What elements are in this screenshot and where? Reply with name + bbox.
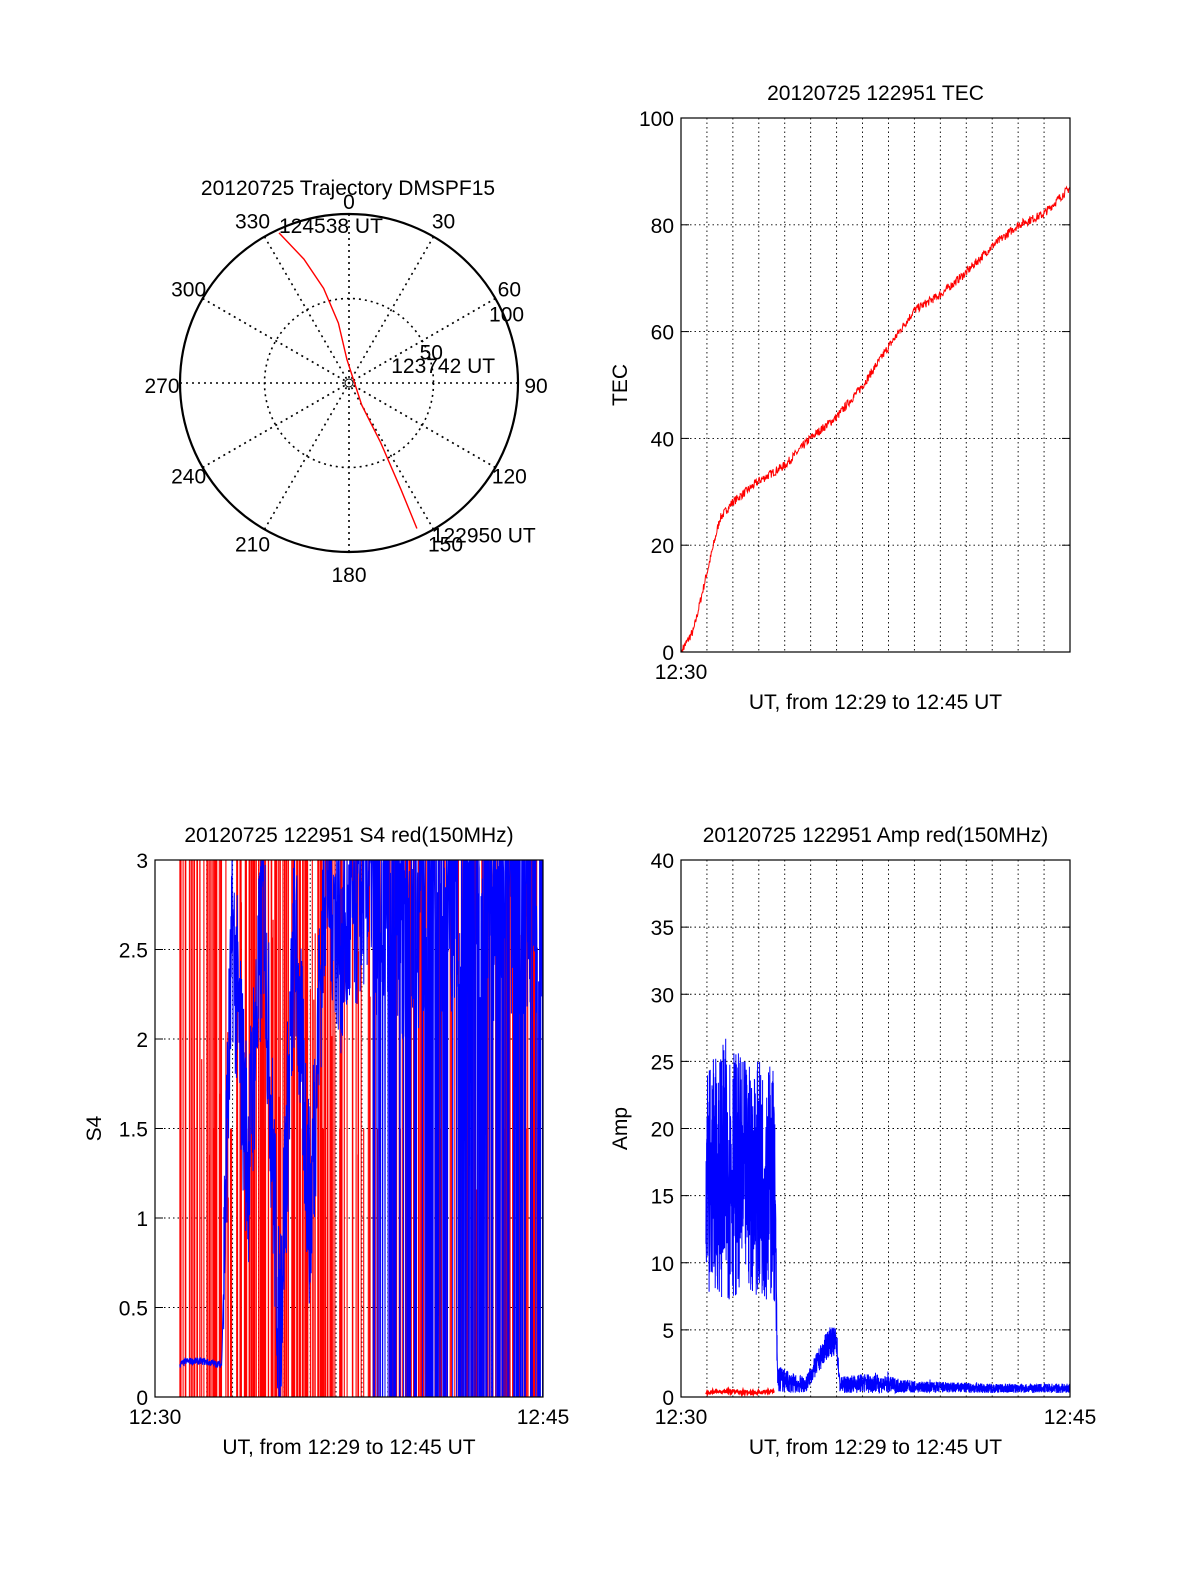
y-tick-label: 40	[651, 850, 674, 873]
x-tick-label: 12:45	[517, 1406, 570, 1429]
y-tick-label: 1.5	[119, 1119, 148, 1142]
trajectory-polar-chart: 20120725 Trajectory DMSPF15 0 30 60 90 120 15…	[144, 177, 547, 587]
s4-chart: 20120725 122951 S4 red(150MHz) 0 0.5 1 1.5 2 2…	[83, 824, 569, 1459]
y-tick-label: 35	[651, 917, 674, 940]
x-axis-label: UT, from 12:29 to 12:45 UT	[749, 1436, 1002, 1459]
y-axis-label: TEC	[609, 364, 632, 406]
s4-blue-series	[179, 860, 543, 1397]
y-tick-labels: 0 5 10 15 20 25 30 35 40	[651, 850, 674, 1410]
y-tick-label: 2	[136, 1029, 148, 1052]
y-tick-label: 1	[136, 1208, 148, 1231]
y-tick-label: 0	[662, 642, 674, 665]
plot-frame	[680, 117, 1071, 653]
x-tick-label: 12:30	[655, 661, 708, 684]
polar-angle-label: 150	[428, 533, 463, 556]
y-tick-label: 60	[651, 322, 674, 345]
polar-title: 20120725 Trajectory DMSPF15	[201, 177, 495, 200]
polar-angle-label: 180	[331, 564, 366, 587]
chart-title: 20120725 122951 S4 red(150MHz)	[184, 824, 513, 847]
y-tick-labels: 0 0.5 1 1.5 2 2.5 3	[119, 850, 148, 1410]
plot-frame	[154, 859, 544, 1398]
y-axis-label: S4	[83, 1115, 106, 1141]
polar-angle-label: 90	[524, 375, 547, 398]
y-tick-label: 40	[651, 428, 674, 451]
x-axis-label: UT, from 12:29 to 12:45 UT	[222, 1436, 475, 1459]
polar-radius-label: 50	[420, 342, 443, 365]
polar-radius-labels: 50 100	[420, 303, 524, 364]
x-tick-label: 12:30	[655, 1406, 708, 1429]
y-tick-label: 10	[651, 1253, 674, 1276]
track-time-label: 124538 UT	[279, 215, 383, 238]
y-tick-label: 2.5	[119, 940, 148, 963]
amp-red-series	[705, 1386, 775, 1397]
y-tick-label: 25	[651, 1051, 674, 1074]
polar-angle-label: 120	[492, 466, 527, 489]
chart-title: 20120725 122951 Amp red(150MHz)	[703, 824, 1049, 847]
polar-angle-label: 240	[171, 466, 206, 489]
polar-angle-label: 210	[235, 533, 270, 556]
polar-angle-label: 270	[144, 375, 179, 398]
x-tick-labels: 12:30 12:45	[129, 1406, 570, 1429]
y-tick-label: 0.5	[119, 1298, 148, 1321]
x-tick-label: 12:30	[129, 1406, 182, 1429]
x-tick-labels: 12:30	[655, 661, 708, 684]
polar-grid	[178, 212, 520, 554]
grid-lines	[681, 117, 1070, 653]
chart-title: 20120725 122951 TEC	[767, 82, 984, 105]
plot-area	[705, 1038, 1070, 1397]
satellite-track-line	[278, 232, 418, 529]
amp-chart: 20120725 122951 Amp red(150MHz) 0 5 10 15 20 2…	[609, 824, 1096, 1459]
polar-angle-labels: 0 30 60 90 120 150 180 210 240 270 300 330	[144, 191, 547, 587]
y-tick-label: 30	[651, 984, 674, 1007]
y-axis-label: Amp	[609, 1107, 632, 1150]
grid-lines	[681, 859, 1070, 1398]
y-tick-label: 80	[651, 215, 674, 238]
polar-center-mark	[344, 378, 354, 388]
y-tick-label: 15	[651, 1186, 674, 1209]
x-axis-label: UT, from 12:29 to 12:45 UT	[749, 691, 1002, 714]
polar-angle-label: 300	[171, 279, 206, 302]
amp-blue-series	[705, 1038, 1070, 1395]
polar-angle-label: 0	[343, 191, 355, 214]
plot-frame	[680, 859, 1071, 1398]
plot-area	[179, 860, 543, 1397]
polar-angle-label: 60	[498, 279, 521, 302]
y-tick-label: 20	[651, 1119, 674, 1142]
plot-area	[681, 185, 1070, 652]
y-tick-labels: 0 20 40 60 80 100	[639, 108, 674, 665]
polar-track	[278, 232, 418, 529]
tec-series-line	[681, 185, 1070, 652]
track-time-label: 123742 UT	[391, 355, 495, 378]
tec-chart: 20120725 122951 TEC 0 20 40 60 80 100 12:30 UT, …	[609, 82, 1071, 714]
x-tick-label: 12:45	[1044, 1406, 1097, 1429]
y-tick-label: 100	[639, 108, 674, 131]
y-tick-label: 5	[662, 1320, 674, 1343]
polar-annotations: 124538 UT 123742 UT 122950 UT	[279, 215, 536, 548]
x-tick-labels: 12:30 12:45	[655, 1406, 1097, 1429]
y-tick-label: 20	[651, 535, 674, 558]
track-time-label: 122950 UT	[432, 524, 536, 547]
polar-angle-label: 330	[235, 211, 270, 234]
y-tick-label: 3	[136, 850, 148, 873]
y-tick-label: 0	[662, 1387, 674, 1410]
polar-spoke	[263, 236, 435, 530]
y-tick-label: 0	[136, 1387, 148, 1410]
polar-radius-label: 100	[489, 303, 524, 326]
polar-angle-label: 30	[432, 211, 455, 234]
